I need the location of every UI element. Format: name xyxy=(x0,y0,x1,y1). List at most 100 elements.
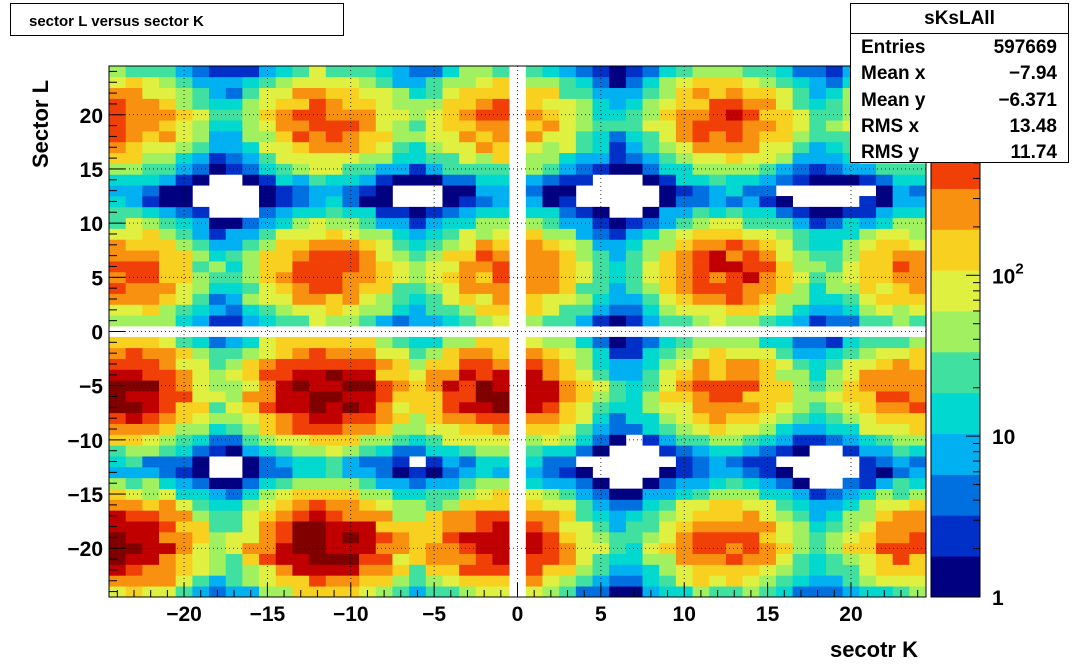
heatmap-cell xyxy=(875,401,893,414)
heatmap-cell xyxy=(725,87,743,99)
heatmap-cell xyxy=(459,185,477,197)
heatmap-cell xyxy=(442,542,460,555)
x-tick-label: −5 xyxy=(422,603,446,626)
heatmap-cell xyxy=(792,412,810,424)
heatmap-cell xyxy=(292,293,310,305)
heatmap-cell xyxy=(492,293,510,305)
heatmap-cell xyxy=(225,499,243,511)
heatmap-cell xyxy=(392,401,410,414)
heatmap-cell xyxy=(809,250,827,262)
heatmap-cell xyxy=(259,87,277,99)
heatmap-cell xyxy=(742,152,760,164)
heatmap-cell xyxy=(609,250,627,262)
heatmap-cell xyxy=(459,206,477,219)
heatmap-cell xyxy=(859,423,877,435)
heatmap-cell xyxy=(375,369,393,381)
heatmap-cell xyxy=(192,131,210,143)
heatmap-cell xyxy=(125,87,143,99)
heatmap-cell xyxy=(292,380,310,392)
heatmap-cell xyxy=(459,98,477,110)
heatmap-cell xyxy=(192,336,210,349)
heatmap-cell xyxy=(642,488,660,500)
heatmap-cell xyxy=(559,531,577,544)
heatmap-cell xyxy=(125,423,143,435)
heatmap-cell xyxy=(825,217,843,229)
heatmap-cell xyxy=(492,477,510,489)
heatmap-cell xyxy=(592,391,610,403)
heatmap-cell xyxy=(375,304,393,316)
heatmap-cell xyxy=(775,87,793,99)
heatmap-cell xyxy=(442,553,460,565)
heatmap-cell xyxy=(559,336,577,349)
heatmap-cell xyxy=(475,120,493,132)
heatmap-cell xyxy=(542,120,560,132)
heatmap-cell xyxy=(425,347,443,359)
heatmap-cell xyxy=(809,152,827,164)
heatmap-cell xyxy=(442,196,460,208)
heatmap-cell xyxy=(409,131,427,143)
heatmap-cell xyxy=(375,315,393,327)
y-tick-label: 15 xyxy=(80,159,104,182)
heatmap-cell xyxy=(592,315,610,327)
heatmap-cell xyxy=(459,174,477,186)
heatmap-cell xyxy=(875,499,893,511)
heatmap-cell xyxy=(909,499,927,511)
heatmap-cell xyxy=(475,466,493,479)
heatmap-cell xyxy=(892,553,910,565)
heatmap-cell xyxy=(125,261,143,273)
heatmap-cell xyxy=(375,120,393,132)
heatmap-cell xyxy=(642,141,660,154)
heatmap-cell xyxy=(275,391,293,403)
heatmap-cell xyxy=(425,98,443,110)
heatmap-cell xyxy=(592,575,610,587)
heatmap-cell xyxy=(125,66,143,78)
heatmap-cell xyxy=(225,347,243,359)
heatmap-cell xyxy=(142,358,160,370)
heatmap-cell xyxy=(142,336,160,349)
heatmap-cell xyxy=(709,282,727,294)
heatmap-cell xyxy=(242,391,260,403)
heatmap-cell xyxy=(725,98,743,110)
heatmap-cell xyxy=(875,358,893,370)
heatmap-cell xyxy=(142,531,160,544)
heatmap-cell xyxy=(259,196,277,208)
heatmap-cell xyxy=(392,87,410,99)
heatmap-cell xyxy=(275,510,293,522)
heatmap-cell xyxy=(825,358,843,370)
heatmap-cell xyxy=(492,445,510,457)
heatmap-cell xyxy=(809,239,827,251)
heatmap-cell xyxy=(242,477,260,489)
heatmap-cell xyxy=(525,391,543,403)
heatmap-cell xyxy=(909,304,927,316)
heatmap-cell xyxy=(242,109,260,121)
heatmap-cell xyxy=(709,521,727,533)
heatmap-cell xyxy=(459,196,477,208)
heatmap-cell xyxy=(125,293,143,305)
heatmap-cell xyxy=(159,98,177,110)
heatmap-cell xyxy=(142,196,160,208)
heatmap-cell xyxy=(559,141,577,154)
heatmap-cell xyxy=(275,141,293,154)
heatmap-cell xyxy=(759,98,777,110)
heatmap-cell xyxy=(759,315,777,327)
heatmap-cell xyxy=(192,271,210,284)
heatmap-cell xyxy=(492,66,510,78)
heatmap-cell xyxy=(292,347,310,359)
heatmap-cell xyxy=(442,261,460,273)
heatmap-cell xyxy=(142,380,160,392)
heatmap-cell xyxy=(659,271,677,284)
heatmap-cell xyxy=(309,87,327,99)
heatmap-cell xyxy=(542,488,560,500)
heatmap-cell xyxy=(392,445,410,457)
heatmap-cell xyxy=(342,391,360,403)
heatmap-cell xyxy=(392,456,410,468)
heatmap-cell xyxy=(559,391,577,403)
heatmap-cell xyxy=(559,66,577,78)
heatmap-cell xyxy=(225,250,243,262)
heatmap-cell xyxy=(125,466,143,479)
heatmap-cell xyxy=(592,401,610,414)
heatmap-cell xyxy=(459,217,477,229)
heatmap-cell xyxy=(842,293,860,305)
heatmap-cell xyxy=(442,282,460,294)
heatmap-cell xyxy=(492,401,510,414)
